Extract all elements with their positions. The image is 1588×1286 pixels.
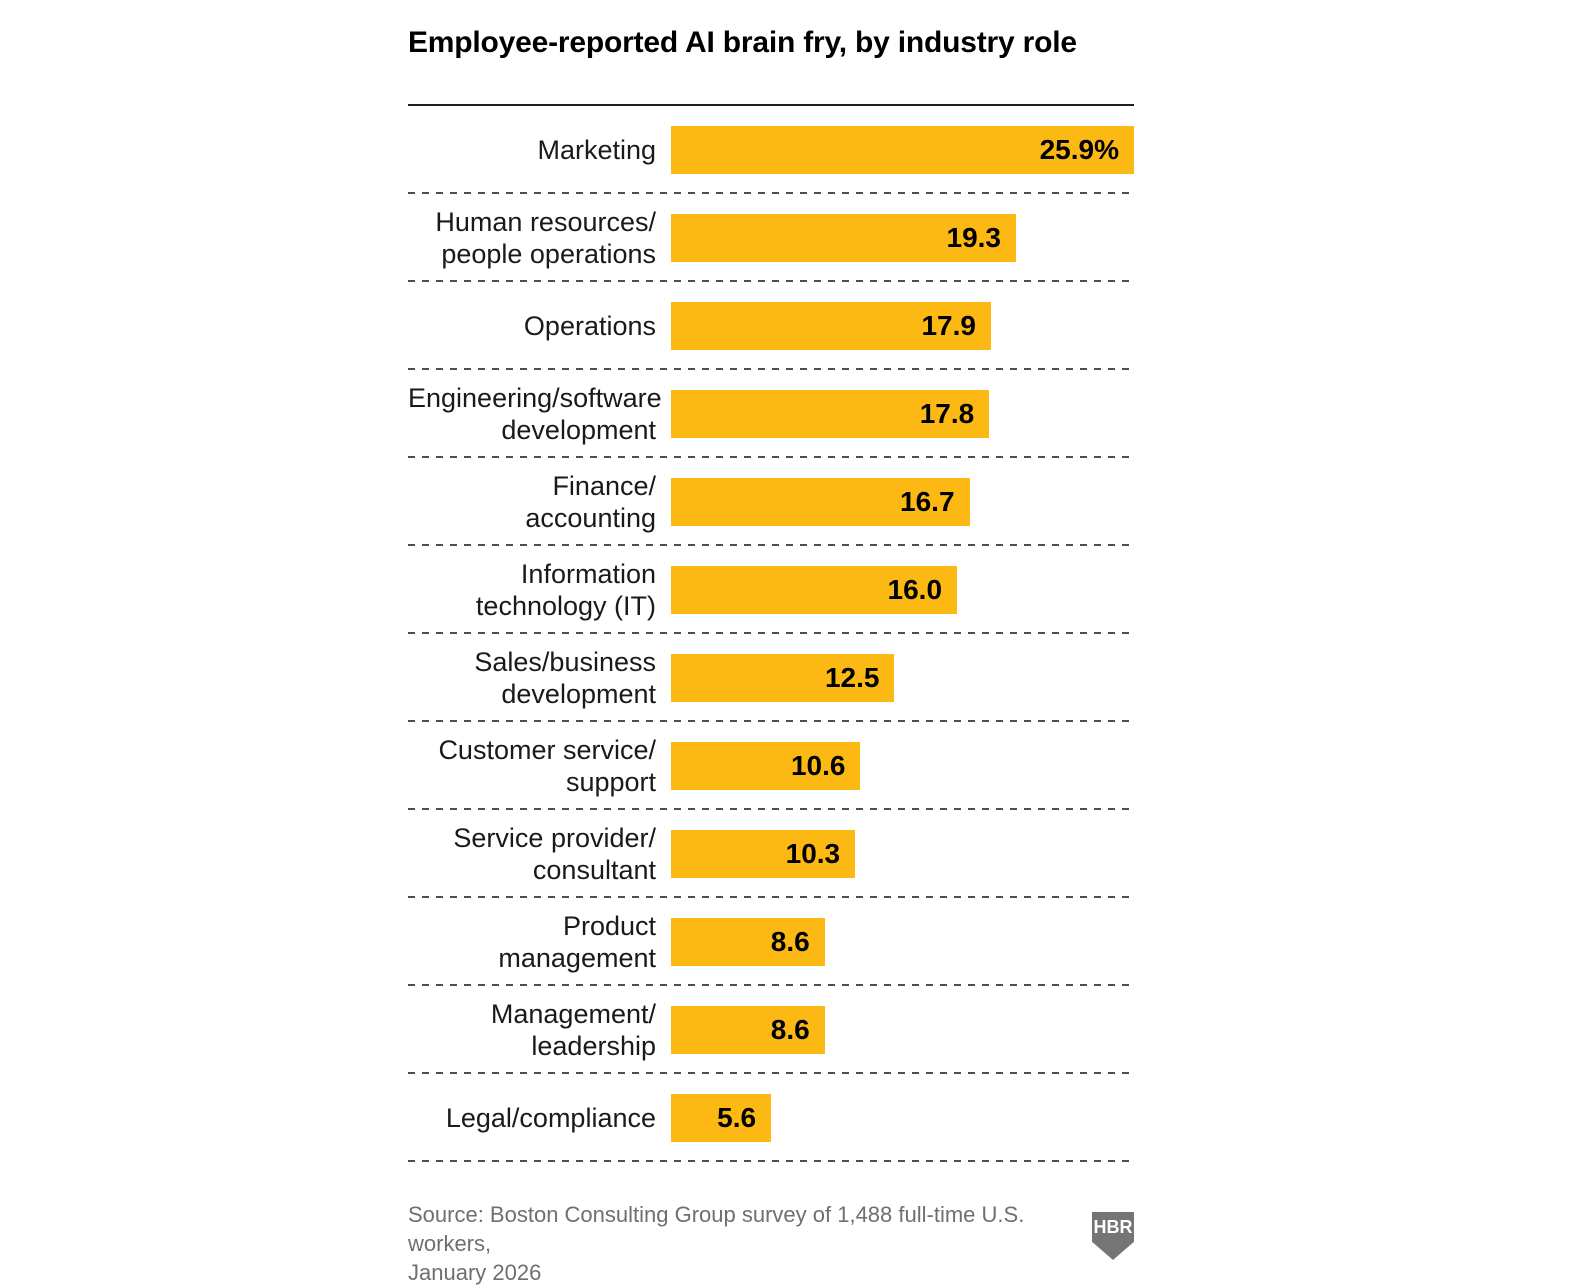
value-label: 8.6 [770,1014,810,1045]
category-label: Product management [498,911,656,973]
category-label: Operations [523,311,656,341]
category-label: Information technology (IT) [475,559,656,621]
bar-track: 12.5 [671,654,1134,702]
chart-row: Management/leadership 8.6 [408,986,1134,1074]
value-label: 10.3 [785,838,841,869]
value-label: 5.6 [717,1102,757,1133]
bar-track: 17.9 [671,302,1134,350]
category-label: Finance/accounting [525,471,656,533]
bar-track: 25.9% [671,126,1134,174]
category-label: Engineering/software development [408,383,662,445]
bar-track: 8.6 [671,918,1134,966]
bar: 5.6 [671,1094,772,1142]
category-label: Marketing [537,135,656,165]
value-label: 25.9% [1039,134,1119,165]
category-label: Sales/business development [474,647,656,709]
chart-row: Marketing 25.9% [408,106,1134,194]
bar: 25.9% [671,126,1134,174]
bar: 17.8 [671,390,990,438]
bar-track: 16.7 [671,478,1134,526]
chart-row: Product management 8.6 [408,898,1134,986]
chart-row: Information technology (IT) 16.0 [408,546,1134,634]
source-note: Source: Boston Consulting Group survey o… [408,1200,1048,1286]
bar: 16.7 [671,478,970,526]
chart-footer: Source: Boston Consulting Group survey o… [408,1200,1134,1286]
bar-track: 16.0 [671,566,1134,614]
bar-track: 10.3 [671,830,1134,878]
bar: 10.3 [671,830,856,878]
bar: 12.5 [671,654,895,702]
bar: 17.9 [671,302,991,350]
chart-row: Operations 17.9 [408,282,1134,370]
bar-chart: Employee-reported AI brain fry, by indus… [408,26,1134,1162]
category-label: Customer service/support [438,735,656,797]
category-label: Legal/compliance [445,1103,656,1133]
category-label: Service provider/consultant [453,823,656,885]
chart-row: Human resources/people operations 19.3 [408,194,1134,282]
hbr-logo: HBR [1092,1212,1134,1260]
chart-rows: Marketing 25.9% Human resources/people o… [408,106,1134,1162]
bar-track: 8.6 [671,1006,1134,1054]
chart-row: Legal/compliance 5.6 [408,1074,1134,1162]
chart-row: Service provider/consultant 10.3 [408,810,1134,898]
value-label: 16.7 [900,486,955,517]
source-line-1: Source: Boston Consulting Group survey o… [408,1202,1025,1256]
value-label: 12.5 [824,662,880,693]
value-label: 10.6 [790,750,846,781]
category-label: Human resources/people operations [435,207,656,269]
chart-row: Engineering/software development 17.8 [408,370,1134,458]
source-line-2: January 2026 [408,1260,542,1285]
chart-row: Customer service/support 10.6 [408,722,1134,810]
bar-track: 17.8 [671,390,1134,438]
bar: 10.6 [671,742,861,790]
bar: 19.3 [671,214,1016,262]
bar: 8.6 [671,918,825,966]
bar-track: 19.3 [671,214,1134,262]
bar-track: 5.6 [671,1094,1134,1142]
hbr-logo-text: HBR [1093,1217,1133,1237]
bar: 16.0 [671,566,958,614]
chart-row: Finance/accounting 16.7 [408,458,1134,546]
value-label: 19.3 [946,222,1002,253]
value-label: 8.6 [770,926,810,957]
category-label: Management/leadership [490,999,656,1061]
bar: 8.6 [671,1006,825,1054]
bar-track: 10.6 [671,742,1134,790]
chart-row: Sales/business development 12.5 [408,634,1134,722]
value-label: 17.9 [921,310,976,341]
chart-title: Employee-reported AI brain fry, by indus… [408,26,1077,59]
value-label: 17.8 [919,398,975,429]
axis-top-rule [408,104,1134,106]
value-label: 16.0 [887,574,943,605]
